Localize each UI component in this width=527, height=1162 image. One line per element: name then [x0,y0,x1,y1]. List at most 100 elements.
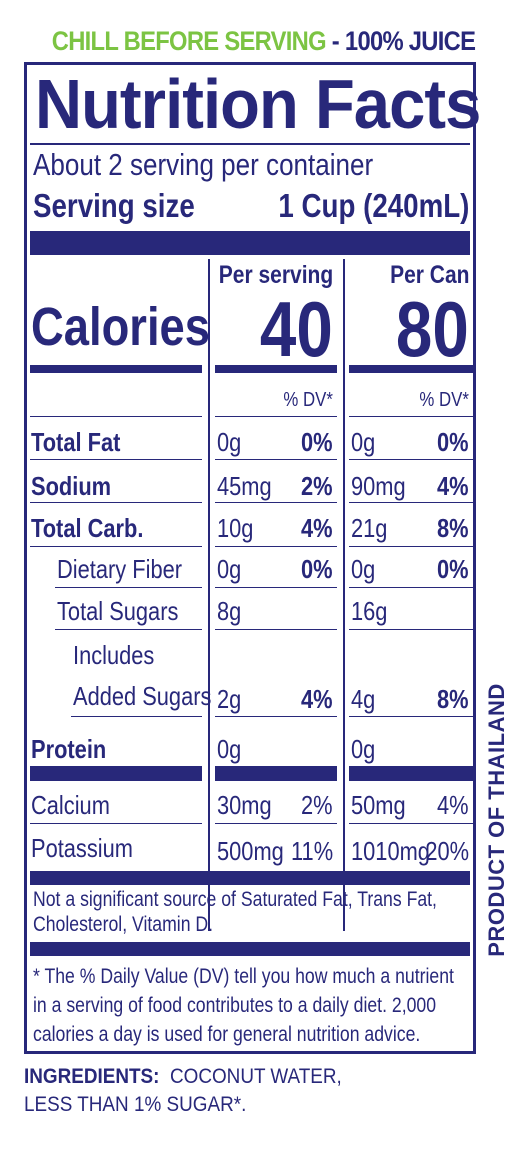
can-dv: 0% [437,554,469,584]
thin-rule [215,823,337,824]
footnote-line1: * The % Daily Value (DV) tell you how mu… [33,965,454,988]
can-dv: 8% [437,513,469,543]
origin-text: PRODUCT OF THAILAND [484,683,509,957]
thin-rule [215,416,337,417]
nutrient-name: Protein [31,734,107,764]
thin-rule [71,716,202,717]
thin-rule [55,587,202,588]
chill-text: CHILL BEFORE SERVING [51,26,327,56]
serving-amount: 2g [217,684,242,714]
juice-text: 100% JUICE [344,26,476,56]
serving-size-value: 1 Cup (240mL) [278,187,469,224]
nutrient-name: Added Sugars [73,681,212,711]
can-dv: 8% [437,684,469,714]
can-amount: 0g [351,554,376,584]
thin-rule [349,546,473,547]
thin-rule [349,416,473,417]
thin-rule [30,502,202,503]
thick-rule [30,766,202,781]
footnote-line2: in a serving of food contributes to a da… [33,994,437,1017]
calories-label: Calories [31,297,211,357]
serving-amount: 30mg [217,790,272,820]
can-amount: 1010mg [351,836,430,866]
serving-amount: 500mg [217,836,284,866]
serving-dv: 2% [301,790,333,820]
thin-rule [349,587,473,588]
nutrient-name: Calcium [31,790,110,820]
serving-amount: 45mg [217,471,272,501]
serving-amount: 0g [217,427,242,457]
not-significant-line2: Cholesterol, Vitamin D. [33,913,214,936]
ingredients: INGREDIENTS: COCONUT WATER, LESS THAN 1%… [24,1063,342,1119]
thick-rule [30,942,470,956]
thin-rule [215,629,337,630]
rule-calories-serving [215,365,337,373]
can-amount: 16g [351,596,388,626]
nutrient-name: Total Fat [31,427,121,457]
dv-header-serving: % DV* [283,389,333,411]
thin-rule [30,459,202,460]
divider [30,143,470,145]
can-amount: 4g [351,684,376,714]
thin-rule [215,502,337,503]
calories-can: 80 [396,285,469,373]
serving-dv: 0% [301,427,333,457]
calories-serving: 40 [260,285,333,373]
can-dv: 4% [437,790,469,820]
nutrient-name: Total Sugars [57,596,179,626]
thin-rule [349,716,473,717]
thick-rule [215,766,337,781]
column-divider-serving [208,259,210,931]
thin-rule [215,546,337,547]
thin-rule [30,546,202,547]
col-serving-label: Per serving [218,261,333,289]
rule-calories-can [349,365,473,373]
rule-calories [30,365,202,373]
separator: - [331,26,340,56]
can-dv: 4% [437,471,469,501]
can-amount: 50mg [351,790,406,820]
footnote-line3: calories a day is used for general nutri… [33,1023,421,1046]
thin-rule [349,502,473,503]
col-can-label: Per Can [389,261,469,289]
thin-rule [55,629,202,630]
column-divider-can [343,259,345,931]
serving-amount: 0g [217,554,242,584]
thin-rule [215,587,337,588]
can-amount: 0g [351,427,376,457]
chill-banner: CHILL BEFORE SERVING - 100% JUICE [32,26,496,57]
servings-per-container: About 2 serving per container [33,147,374,182]
ingredients-text-1: COCONUT WATER, [169,1065,342,1088]
nutrient-name-line1: Includes [73,640,155,670]
thin-rule [215,716,337,717]
serving-amount: 8g [217,596,242,626]
thin-rule [349,629,473,630]
thin-rule [215,459,337,460]
nutrient-name: Potassium [31,833,133,863]
nutrient-name: Sodium [31,471,112,501]
not-significant-line1: Not a significant source of Saturated Fa… [33,888,437,911]
ingredients-text-2: LESS THAN 1% SUGAR*. [24,1093,247,1116]
serving-dv: 2% [301,471,333,501]
can-dv: 0% [437,427,469,457]
serving-dv: 0% [301,554,333,584]
serving-dv: 4% [301,513,333,543]
thick-rule [30,871,470,885]
dv-header-can: % DV* [419,389,469,411]
serving-amount: 0g [217,734,242,764]
thick-rule [349,766,473,781]
thin-rule [30,416,202,417]
ingredients-line1: INGREDIENTS: COCONUT WATER, [24,1063,342,1091]
can-amount: 0g [351,734,376,764]
thin-rule [349,823,473,824]
nutrient-name: Total Carb. [31,513,144,543]
panel-title: Nutrition Facts [35,65,481,143]
serving-dv: 11% [290,836,333,866]
can-amount: 21g [351,513,388,543]
serving-amount: 10g [217,513,254,543]
nutrition-facts-panel: Nutrition Facts About 2 serving per cont… [24,62,481,1054]
thick-bar [30,231,470,255]
ingredients-label: INGREDIENTS: [24,1065,160,1088]
thin-rule [30,823,202,824]
can-dv: 20% [425,836,469,866]
